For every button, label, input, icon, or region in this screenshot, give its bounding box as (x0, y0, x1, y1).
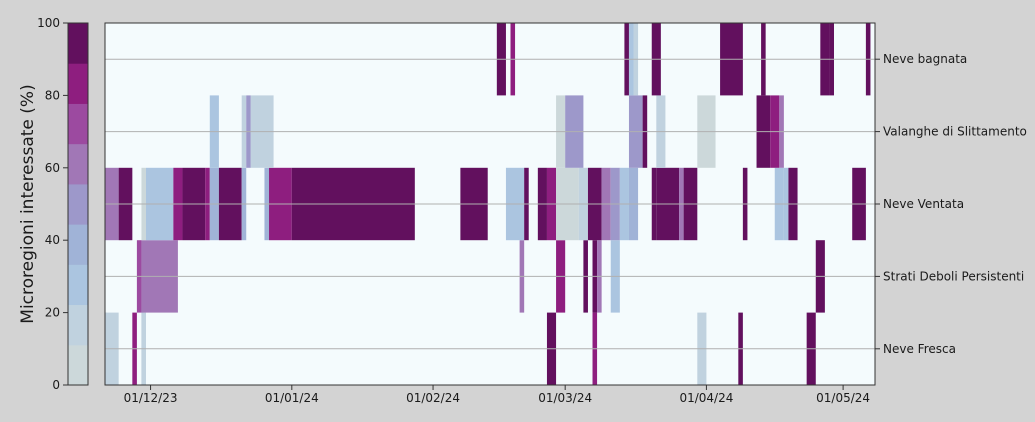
category-label: Neve Fresca (883, 342, 956, 356)
category-label: Valanghe di Slittamento (883, 125, 1027, 139)
colorbar (67, 22, 89, 386)
x-tick-label: 01/02/24 (406, 391, 460, 405)
colorbar-segment (68, 183, 88, 225)
x-tick-label: 01/03/24 (538, 391, 592, 405)
y-ticks: 0 20 40 60 80 100 (37, 16, 68, 392)
y-tick-label: 100 (37, 16, 60, 30)
x-tick-label: 01/12/23 (124, 391, 178, 405)
colorbar-segment (68, 344, 88, 386)
category-label: Neve Ventata (883, 197, 964, 211)
x-tick-label: 01/05/24 (816, 391, 870, 405)
colorbar-segment (68, 143, 88, 185)
colorbar-segment (68, 224, 88, 265)
x-ticks: 01/12/23 01/01/24 01/02/24 01/03/24 01/04/24… (124, 385, 870, 405)
colorbar-segment (68, 23, 88, 64)
colorbar-frame (67, 22, 89, 386)
x-tick-label: 01/04/24 (679, 391, 733, 405)
y-tick-label: 80 (45, 88, 60, 102)
y-tick-label: 0 (52, 378, 60, 392)
category-gridlines (105, 58, 875, 350)
colorbar-segment (68, 264, 88, 306)
colorbar-segment (68, 103, 88, 145)
colorbar-segment (68, 304, 88, 346)
y-tick-label: 60 (45, 161, 60, 175)
y-axis-label: Microregioni interessate (%) (18, 84, 38, 323)
category-labels: Neve Fresca Strati Deboli Persistenti Neve… (875, 52, 1027, 356)
colorbar-segment (68, 63, 88, 104)
x-tick-label: 01/01/24 (265, 391, 319, 405)
y-tick-label: 20 (45, 306, 60, 320)
category-label: Neve bagnata (883, 52, 967, 66)
category-label: Strati Deboli Persistenti (883, 269, 1024, 283)
y-tick-label: 40 (45, 233, 60, 247)
